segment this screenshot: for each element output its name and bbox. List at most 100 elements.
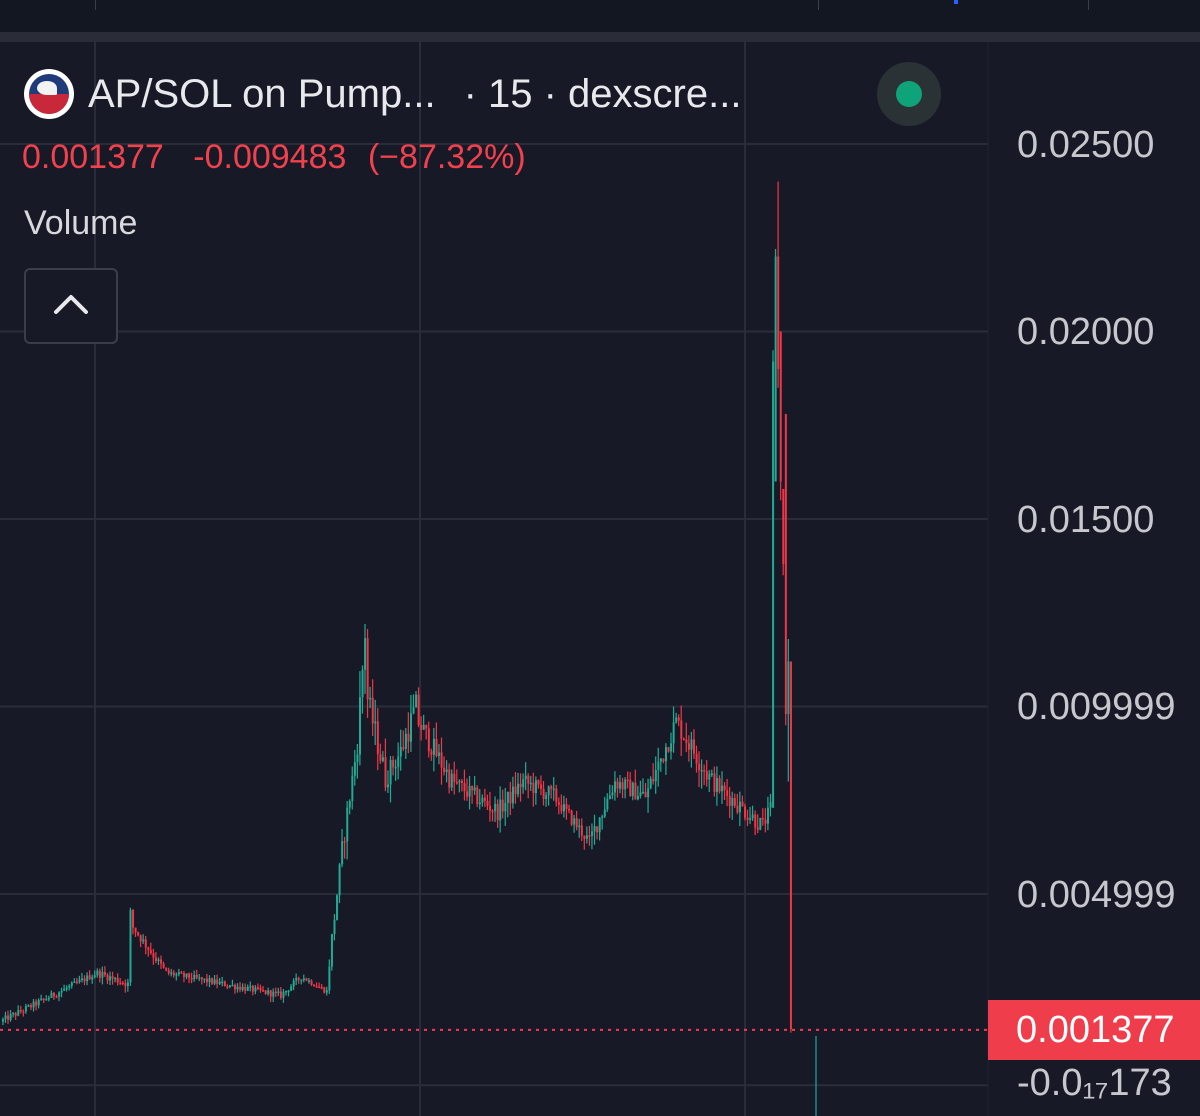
last-price: 0.001377 xyxy=(22,138,164,176)
eagle-flag-logo-icon xyxy=(24,69,74,119)
candle-body xyxy=(789,661,792,1029)
pair-label[interactable]: AP/SOL on Pump... xyxy=(88,71,436,116)
candle-body xyxy=(162,963,165,968)
candle-body xyxy=(708,773,711,780)
candle-body xyxy=(277,991,280,993)
candle-body xyxy=(425,724,428,729)
candle-body xyxy=(619,782,622,789)
candle-body xyxy=(17,1010,20,1016)
candle-body xyxy=(705,771,708,780)
chevron-up-icon xyxy=(54,295,88,314)
candle-body xyxy=(626,779,629,782)
candle-body xyxy=(366,638,369,700)
candle-body xyxy=(12,1013,15,1015)
candle-body xyxy=(412,707,415,714)
candle-body xyxy=(24,1006,27,1012)
candle-body xyxy=(731,798,734,806)
candle-body xyxy=(573,818,576,825)
candle-body xyxy=(463,782,466,792)
candle-body xyxy=(285,990,288,993)
candle-body xyxy=(251,985,254,992)
candle-body xyxy=(190,978,193,980)
candle-body xyxy=(226,986,229,988)
candle-body xyxy=(223,981,226,987)
candle-body xyxy=(172,972,175,976)
candle-body xyxy=(124,983,127,987)
candle-body xyxy=(121,982,124,985)
y-tick-label: 0.009999 xyxy=(1017,686,1176,728)
candle-body xyxy=(272,991,275,997)
last-price-tag: 0.001377 xyxy=(988,1000,1200,1060)
candle-body xyxy=(565,804,568,809)
candle-body xyxy=(262,989,265,992)
candle-body xyxy=(744,806,747,818)
price-change: -0.009483 xyxy=(193,138,347,176)
candle-body xyxy=(659,758,662,762)
candle-body xyxy=(203,978,206,981)
candle-body xyxy=(188,973,191,979)
candle-body xyxy=(583,835,586,839)
candle-body xyxy=(779,331,782,482)
candle-body xyxy=(249,985,252,988)
candle-body xyxy=(78,979,81,983)
candle-body xyxy=(736,805,739,813)
candle-body xyxy=(195,974,198,978)
candle-body xyxy=(578,825,581,828)
candle-body xyxy=(111,976,114,979)
candle-body xyxy=(40,998,43,1001)
candle-body xyxy=(185,973,188,977)
candle-body xyxy=(170,972,173,974)
candle-body xyxy=(611,792,614,796)
candles xyxy=(2,181,792,1033)
candle-body xyxy=(721,785,724,792)
candle-body xyxy=(782,489,785,564)
candle-body xyxy=(4,1015,7,1020)
symbol-header[interactable]: AP/SOL on Pump... · 15 · dexscre... xyxy=(24,69,742,119)
y-tick-label: 0.02000 xyxy=(1017,311,1155,353)
candle-body xyxy=(371,697,374,724)
candle-body xyxy=(557,802,560,805)
candle-body xyxy=(126,982,129,987)
candle-body xyxy=(685,739,688,744)
candle-body xyxy=(746,817,749,820)
candle-body xyxy=(167,970,170,974)
candle-body xyxy=(343,841,346,843)
candle-body xyxy=(570,810,573,825)
candle-body xyxy=(346,807,349,842)
candle-body xyxy=(193,974,196,980)
candle-body xyxy=(555,788,558,803)
candle-body xyxy=(435,738,438,757)
candle-body xyxy=(257,987,259,989)
candle-body xyxy=(142,939,145,942)
market-status-button[interactable] xyxy=(877,62,941,126)
candle-body xyxy=(35,1001,38,1006)
price-overlays xyxy=(0,1028,988,1116)
candle-body xyxy=(389,760,392,785)
candle-body xyxy=(682,738,685,741)
collapse-indicators-button[interactable] xyxy=(24,268,118,344)
candle-body xyxy=(302,978,305,980)
candle-body xyxy=(756,827,759,830)
candle-body xyxy=(356,754,359,763)
chart-pane[interactable] xyxy=(0,42,1200,1116)
candle-body xyxy=(376,721,379,755)
candle-body xyxy=(295,977,298,981)
candle-body xyxy=(246,986,249,991)
candle-body xyxy=(547,786,550,796)
candle-body xyxy=(60,990,63,993)
candle-body xyxy=(624,779,627,790)
candle-body xyxy=(514,786,517,795)
candle-body xyxy=(27,1005,30,1007)
candle-body xyxy=(132,910,135,928)
candle-body xyxy=(139,935,142,942)
candle-body xyxy=(483,797,486,801)
candle-body xyxy=(323,987,326,993)
candle-body xyxy=(529,782,532,785)
candle-body xyxy=(415,694,418,708)
timeframe-source-label[interactable]: · 15 · dexscre... xyxy=(463,71,742,116)
candle-body xyxy=(231,984,234,987)
candle-body xyxy=(422,724,425,730)
volume-indicator-label[interactable]: Volume xyxy=(24,204,138,242)
candle-body xyxy=(506,791,509,803)
